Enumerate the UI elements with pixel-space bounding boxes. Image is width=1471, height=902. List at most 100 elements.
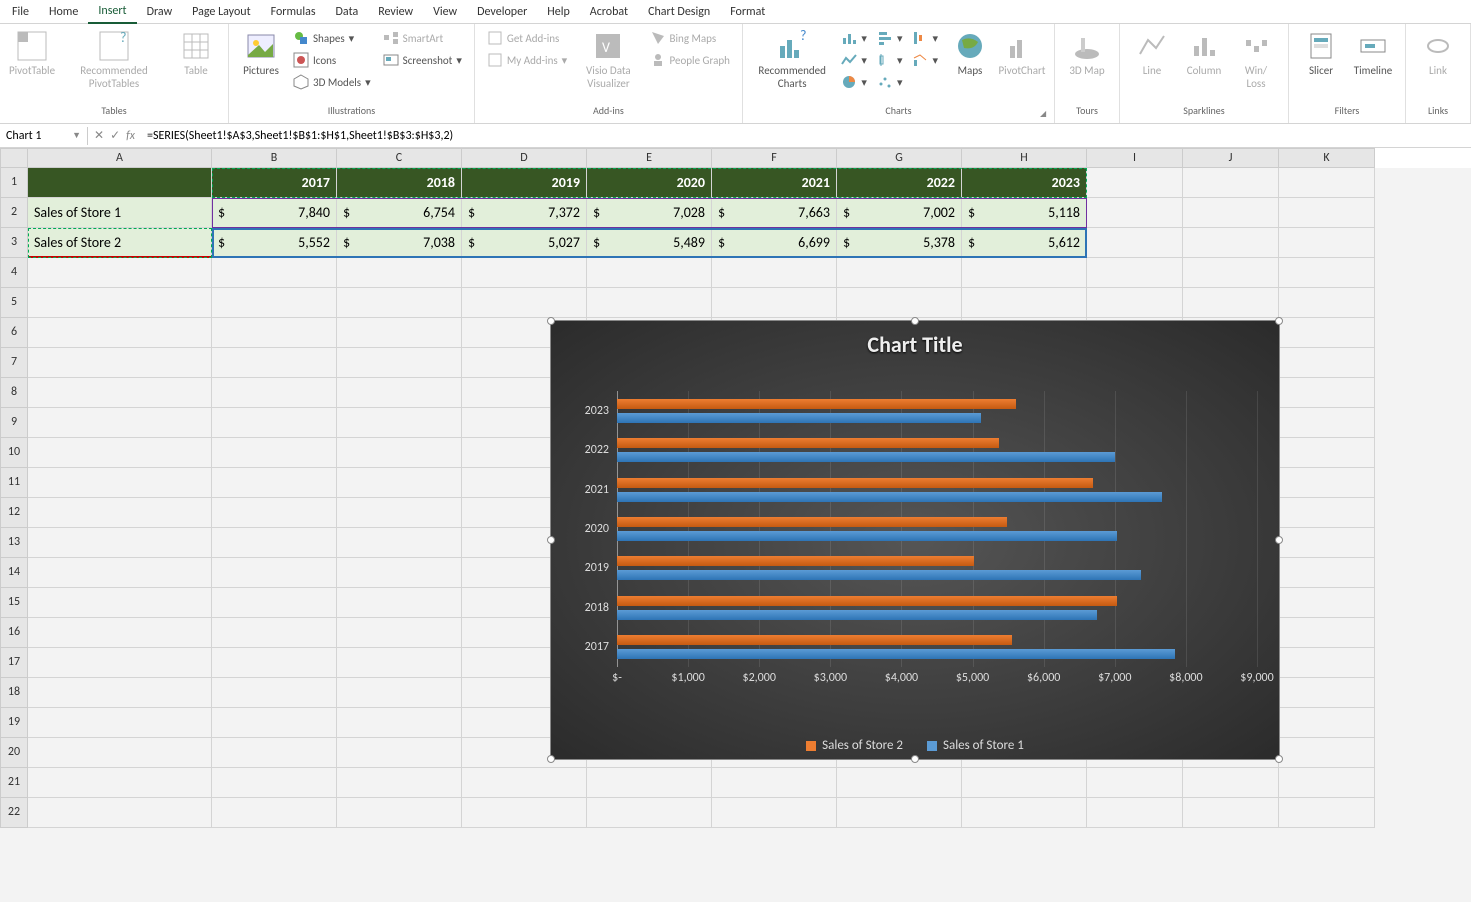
ribbon-tab-insert[interactable]: Insert <box>88 0 136 24</box>
cell-C16[interactable] <box>337 618 462 648</box>
cell-K2[interactable] <box>1279 198 1375 228</box>
cell-C20[interactable] <box>337 738 462 768</box>
sparkline-winloss-button[interactable]: Win/ Loss <box>1232 28 1280 92</box>
accept-icon[interactable]: ✓ <box>110 128 120 143</box>
cell-B20[interactable] <box>212 738 337 768</box>
ribbon-tab-data[interactable]: Data <box>326 1 369 23</box>
cell-F21[interactable] <box>712 768 837 798</box>
row-header-10[interactable]: 10 <box>0 438 28 468</box>
row-header-6[interactable]: 6 <box>0 318 28 348</box>
pivottable-button[interactable]: PivotTable <box>8 28 56 79</box>
3d-models-button[interactable]: 3D Models▾ <box>289 72 375 92</box>
ribbon-tab-page-layout[interactable]: Page Layout <box>182 1 260 23</box>
chart-bar[interactable] <box>617 610 1097 620</box>
cell-A15[interactable] <box>28 588 212 618</box>
cell-J3[interactable] <box>1183 228 1279 258</box>
cell-A19[interactable] <box>28 708 212 738</box>
visio-button[interactable]: V Visio Data Visualizer <box>575 28 641 92</box>
cell-B3[interactable]: $5,552 <box>212 228 337 258</box>
cell-B4[interactable] <box>212 258 337 288</box>
recommended-charts-button[interactable]: ? Recommended Charts <box>751 28 833 92</box>
cell-C19[interactable] <box>337 708 462 738</box>
cell-A11[interactable] <box>28 468 212 498</box>
cell-H3[interactable]: $5,612 <box>962 228 1087 258</box>
table-button[interactable]: Table <box>172 28 220 79</box>
maps-button[interactable]: Maps <box>946 28 994 79</box>
cell-C2[interactable]: $6,754 <box>337 198 462 228</box>
chart-resize-handle[interactable] <box>911 755 919 763</box>
column-header-H[interactable]: H <box>962 148 1087 168</box>
cell-A6[interactable] <box>28 318 212 348</box>
people-graph-button[interactable]: People Graph <box>646 50 734 70</box>
sparkline-line-button[interactable]: Line <box>1128 28 1176 79</box>
cell-A10[interactable] <box>28 438 212 468</box>
cell-G1[interactable]: 2022 <box>837 168 962 198</box>
smartart-button[interactable]: SmartArt <box>379 28 466 48</box>
cell-B1[interactable]: 2017 <box>212 168 337 198</box>
cell-D22[interactable] <box>462 798 587 828</box>
cell-C9[interactable] <box>337 408 462 438</box>
row-header-16[interactable]: 16 <box>0 618 28 648</box>
line-chart-button[interactable]: ▾ <box>837 50 871 70</box>
cell-F4[interactable] <box>712 258 837 288</box>
column-chart-button[interactable]: ▾ <box>837 28 871 48</box>
cell-A14[interactable] <box>28 558 212 588</box>
cell-J4[interactable] <box>1183 258 1279 288</box>
cell-E1[interactable]: 2020 <box>587 168 712 198</box>
pivotchart-button[interactable]: PivotChart <box>998 28 1046 79</box>
fx-icon[interactable]: fx <box>126 129 135 143</box>
chart-bar[interactable] <box>617 531 1117 541</box>
row-header-18[interactable]: 18 <box>0 678 28 708</box>
chart-bar[interactable] <box>617 399 1016 409</box>
column-header-A[interactable]: A <box>28 148 212 168</box>
ribbon-tab-home[interactable]: Home <box>39 1 88 23</box>
name-box[interactable]: Chart 1 ▼ <box>0 127 88 145</box>
cell-K22[interactable] <box>1279 798 1375 828</box>
chart-plot-area[interactable]: $-$1,000$2,000$3,000$4,000$5,000$6,000$7… <box>617 391 1257 691</box>
cell-E22[interactable] <box>587 798 712 828</box>
cell-D2[interactable]: $7,372 <box>462 198 587 228</box>
cell-A4[interactable] <box>28 258 212 288</box>
cell-C15[interactable] <box>337 588 462 618</box>
cell-K10[interactable] <box>1279 438 1375 468</box>
cell-C17[interactable] <box>337 648 462 678</box>
row-header-1[interactable]: 1 <box>0 168 28 198</box>
cell-C21[interactable] <box>337 768 462 798</box>
row-header-22[interactable]: 22 <box>0 798 28 828</box>
link-button[interactable]: Link <box>1414 28 1462 79</box>
cell-K5[interactable] <box>1279 288 1375 318</box>
cell-I1[interactable] <box>1087 168 1183 198</box>
row-header-19[interactable]: 19 <box>0 708 28 738</box>
cell-A21[interactable] <box>28 768 212 798</box>
cell-C6[interactable] <box>337 318 462 348</box>
cell-I5[interactable] <box>1087 288 1183 318</box>
cell-A13[interactable] <box>28 528 212 558</box>
cell-J21[interactable] <box>1183 768 1279 798</box>
cell-A9[interactable] <box>28 408 212 438</box>
cell-A3[interactable]: Sales of Store 2 <box>28 228 212 258</box>
get-addins-button[interactable]: Get Add-ins <box>483 28 571 48</box>
column-header-D[interactable]: D <box>462 148 587 168</box>
cell-I21[interactable] <box>1087 768 1183 798</box>
cell-J2[interactable] <box>1183 198 1279 228</box>
ribbon-tab-review[interactable]: Review <box>368 1 423 23</box>
cell-C14[interactable] <box>337 558 462 588</box>
icons-button[interactable]: Icons <box>289 50 375 70</box>
select-all-corner[interactable] <box>0 148 28 168</box>
cell-H1[interactable]: 2023 <box>962 168 1087 198</box>
chart-bar[interactable] <box>617 452 1115 462</box>
cell-H5[interactable] <box>962 288 1087 318</box>
cell-K17[interactable] <box>1279 648 1375 678</box>
cell-K1[interactable] <box>1279 168 1375 198</box>
cancel-icon[interactable]: ✕ <box>94 128 104 143</box>
row-header-5[interactable]: 5 <box>0 288 28 318</box>
chart-bar[interactable] <box>617 478 1093 488</box>
cell-B17[interactable] <box>212 648 337 678</box>
shapes-button[interactable]: Shapes▾ <box>289 28 375 48</box>
slicer-button[interactable]: Slicer <box>1297 28 1345 79</box>
bar-chart-button[interactable]: ▾ <box>873 28 907 48</box>
cell-K7[interactable] <box>1279 348 1375 378</box>
cell-B18[interactable] <box>212 678 337 708</box>
cell-K8[interactable] <box>1279 378 1375 408</box>
cell-E3[interactable]: $5,489 <box>587 228 712 258</box>
